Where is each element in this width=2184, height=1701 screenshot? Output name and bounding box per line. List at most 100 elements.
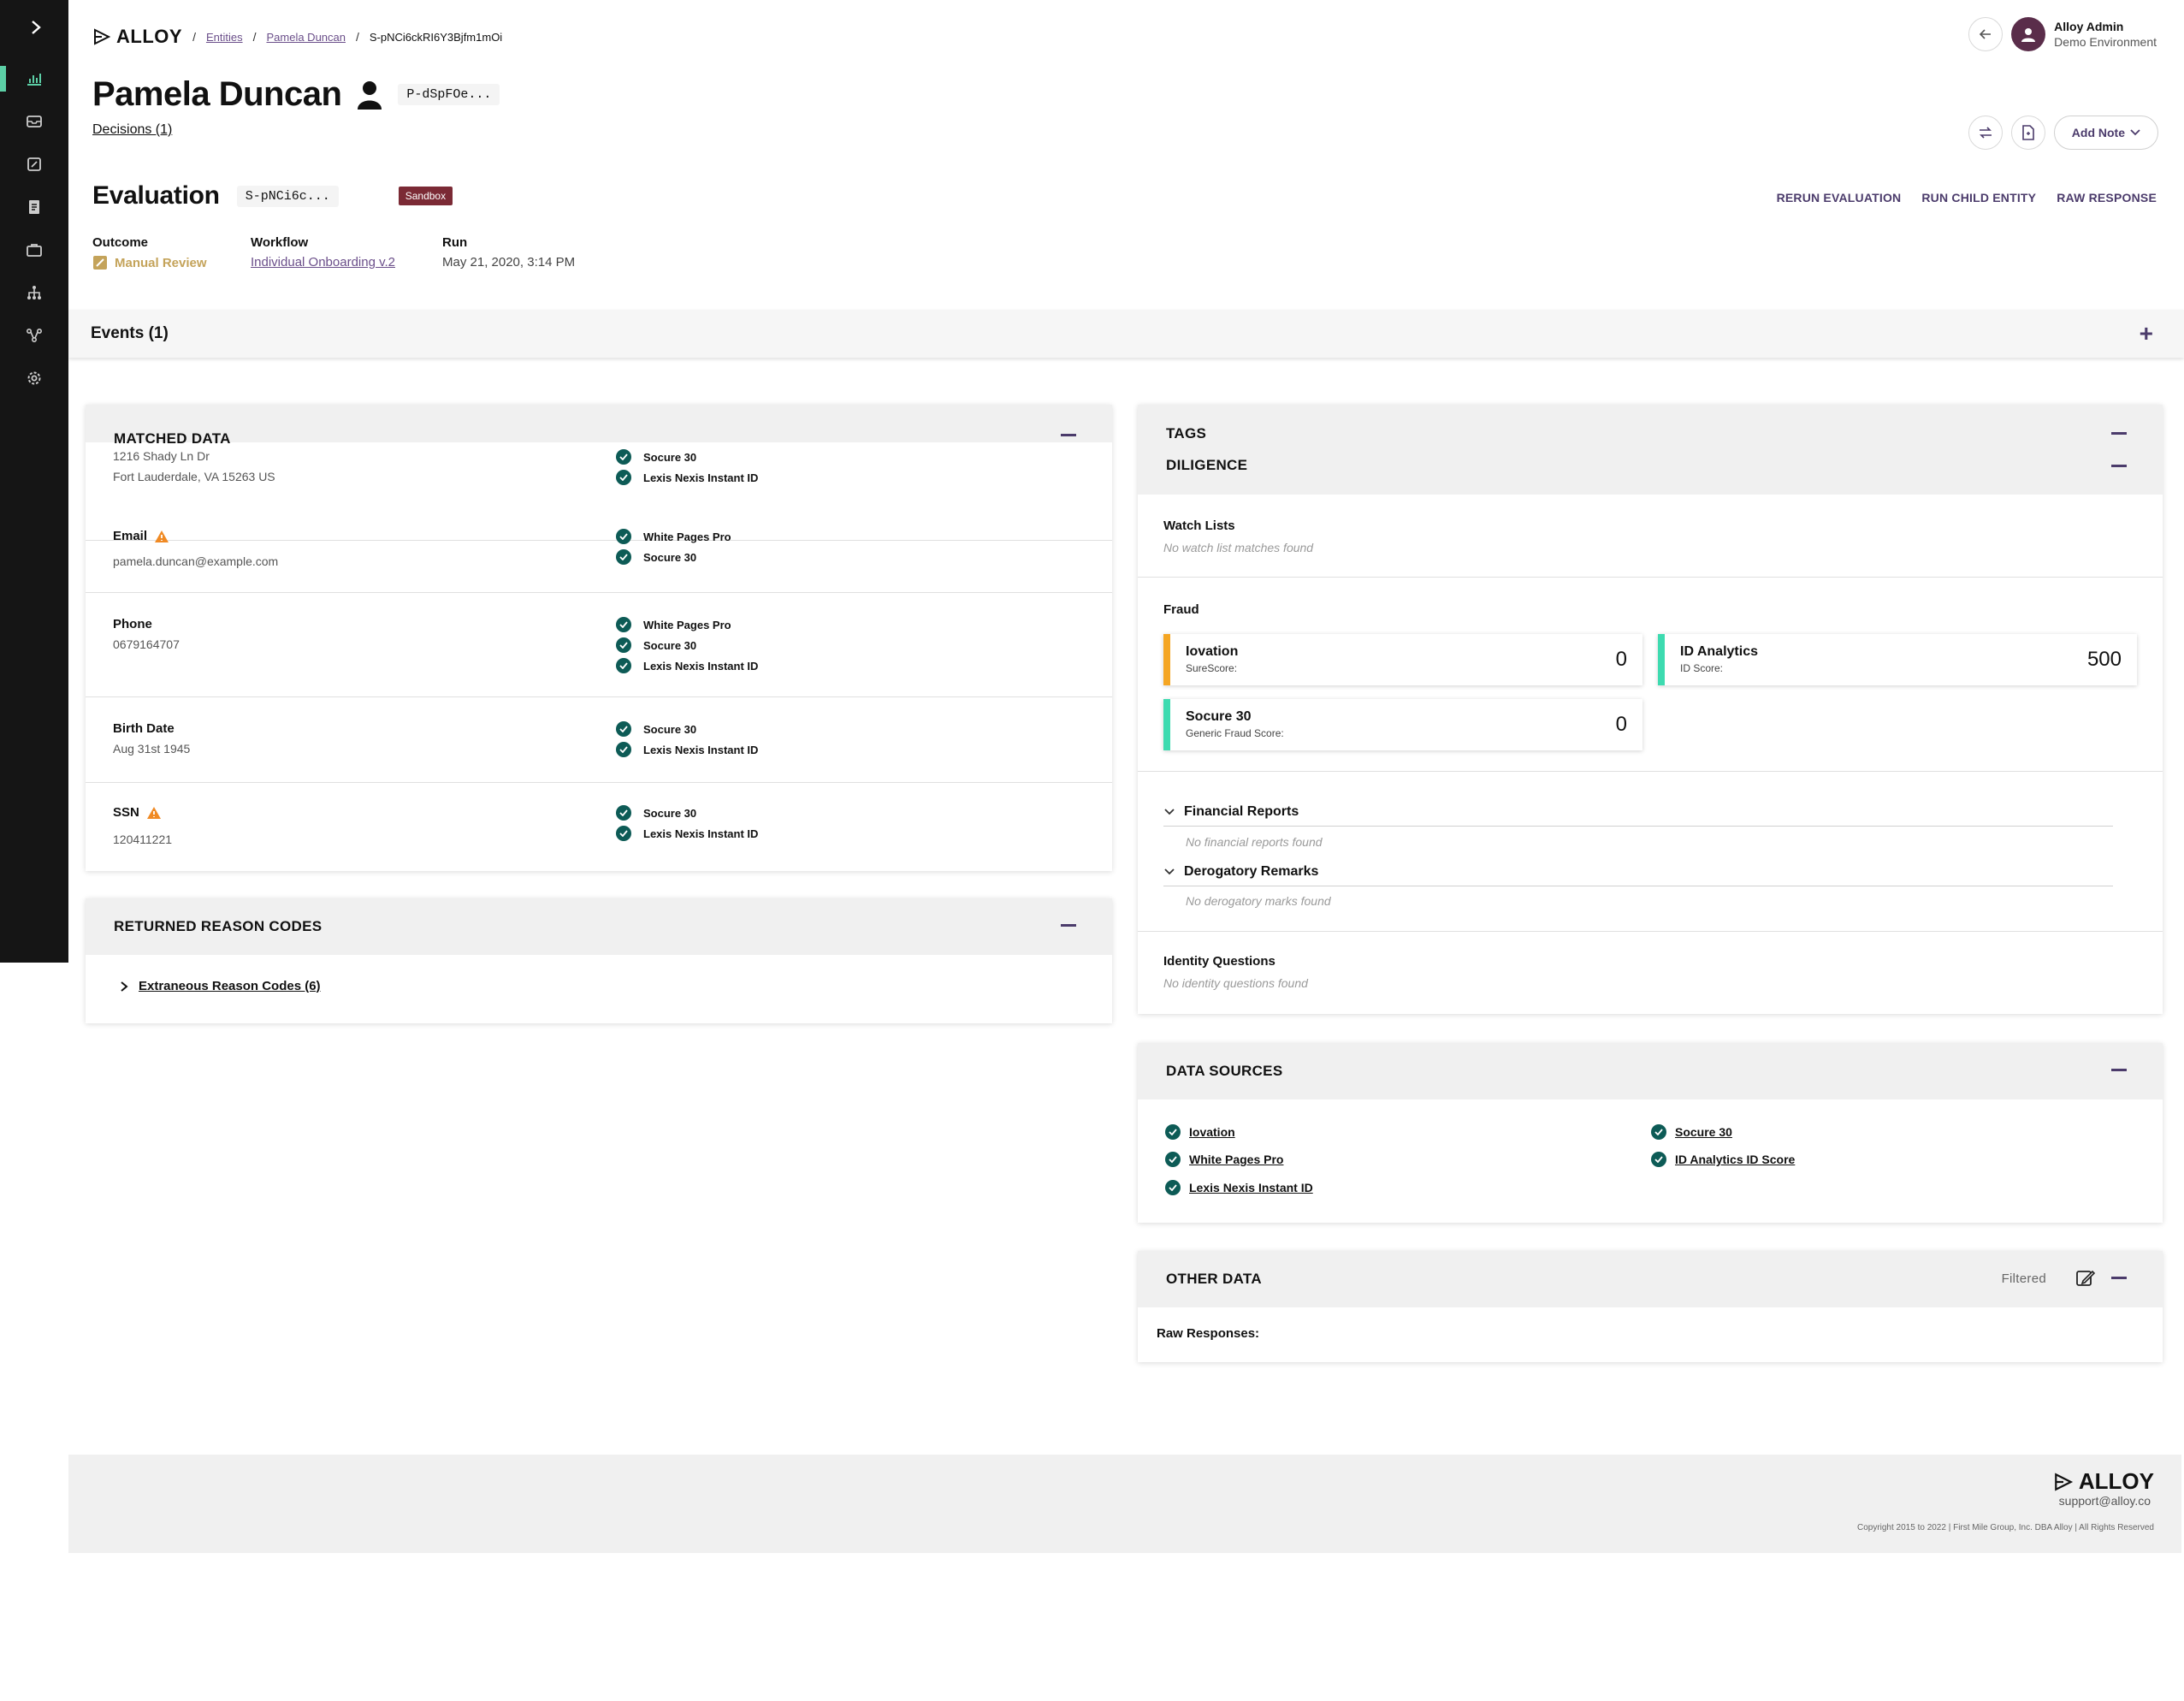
score-name: Iovation	[1186, 644, 1239, 659]
run-child-entity-button[interactable]: RUN CHILD ENTITY	[1921, 191, 2037, 204]
phone-row: Phone 0679164707 White Pages Pro Socure …	[86, 593, 1112, 697]
add-note-button[interactable]: Add Note	[2053, 116, 2158, 150]
row-label-text: Birth Date	[113, 721, 175, 736]
events-bar[interactable]: Events (1) +	[68, 310, 2184, 358]
compare-button[interactable]	[1968, 116, 2003, 150]
email-row: Email pamela.duncan@example.com White Pa…	[86, 503, 1112, 593]
other-data-header: OTHER DATA Filtered	[1138, 1251, 2163, 1307]
email-value: pamela.duncan@example.com	[113, 554, 279, 568]
evaluation-id-chip[interactable]: S-pNCi6c...	[236, 185, 339, 207]
data-source-link[interactable]: Iovation	[1165, 1124, 1235, 1140]
birth-date-label: Birth Date	[113, 721, 175, 736]
data-source-link[interactable]: Lexis Nexis Instant ID	[1165, 1180, 1313, 1195]
iovation-score-card: Iovation SureScore: 0	[1163, 634, 1642, 685]
extraneous-reason-codes-label: Extraneous Reason Codes (6)	[139, 979, 321, 993]
score-name: Socure 30	[1186, 709, 1252, 724]
add-note-label: Add Note	[2071, 126, 2125, 139]
breadcrumb-separator: /	[192, 30, 196, 44]
divider	[1138, 931, 2163, 932]
derogatory-remarks-empty: No derogatory marks found	[1186, 894, 1331, 908]
export-pdf-button[interactable]	[2010, 116, 2045, 150]
evaluation-actions: RERUN EVALUATION RUN CHILD ENTITY RAW RE…	[1777, 191, 2157, 204]
entity-id-chip[interactable]: P-dSpFOe...	[398, 84, 500, 105]
source-item: Lexis Nexis Instant ID	[616, 470, 758, 485]
data-sources-card: DATA SOURCES Iovation White Pages Pro Le…	[1138, 1043, 2163, 1223]
expand-sidebar-icon[interactable]	[24, 15, 48, 39]
workflow-label: Workflow	[251, 235, 309, 250]
check-icon	[1651, 1152, 1666, 1167]
edit-filter-icon[interactable]	[2075, 1268, 2096, 1289]
source-item: Socure 30	[616, 549, 696, 565]
support-email[interactable]: support@alloy.co	[2058, 1494, 2151, 1508]
alloy-logo[interactable]: ALLOY	[92, 26, 182, 48]
sandbox-badge: Sandbox	[398, 187, 453, 205]
breadcrumb-entities-link[interactable]: Entities	[205, 30, 243, 44]
document-icon[interactable]	[0, 190, 68, 224]
source-item: Socure 30	[616, 449, 696, 465]
derogatory-remarks-toggle[interactable]: Derogatory Remarks	[1163, 864, 1318, 880]
collapse-minus-icon[interactable]	[1061, 924, 1076, 927]
settings-gear-icon[interactable]	[0, 361, 68, 395]
pdf-icon	[2021, 125, 2034, 140]
expand-plus-icon[interactable]: +	[2139, 320, 2153, 347]
person-icon	[358, 80, 382, 110]
financial-reports-toggle[interactable]: Financial Reports	[1163, 804, 1299, 820]
score-sub: ID Score:	[1680, 662, 1724, 674]
check-icon	[616, 721, 631, 737]
outcome-text: Manual Review	[115, 255, 207, 270]
collapse-tags-minus-icon[interactable]	[2111, 432, 2127, 435]
rerun-evaluation-button[interactable]: RERUN EVALUATION	[1776, 191, 1902, 204]
workflow-icon[interactable]	[0, 318, 68, 353]
source-name: Lexis Nexis Instant ID	[643, 659, 759, 673]
socure-score-card: Socure 30 Generic Fraud Score: 0	[1163, 699, 1642, 750]
id-analytics-score-card: ID Analytics ID Score: 500	[1658, 634, 2137, 685]
data-source-link[interactable]: White Pages Pro	[1165, 1152, 1283, 1167]
decisions-link[interactable]: Decisions (1)	[92, 122, 173, 137]
identity-questions-label: Identity Questions	[1163, 954, 1275, 969]
active-indicator	[0, 66, 6, 92]
data-source-link[interactable]: ID Analytics ID Score	[1651, 1152, 1795, 1167]
source-item: Lexis Nexis Instant ID	[616, 742, 758, 757]
source-item: Lexis Nexis Instant ID	[616, 658, 758, 673]
user-info[interactable]: Alloy Admin Demo Environment	[2054, 20, 2157, 49]
avatar[interactable]	[2011, 17, 2046, 51]
collapse-minus-icon[interactable]	[1061, 434, 1076, 436]
other-data-title: OTHER DATA	[1166, 1271, 1262, 1287]
reason-codes-title: RETURNED REASON CODES	[114, 918, 323, 934]
inbox-icon[interactable]	[0, 104, 68, 139]
briefcase-icon[interactable]	[0, 233, 68, 267]
tags-card: TAGS DILIGENCE Watch Lists No watch list…	[1138, 405, 2163, 1014]
other-data-card: OTHER DATA Filtered Raw Responses:	[1138, 1251, 2163, 1362]
score-value: 0	[1615, 648, 1627, 671]
reason-codes-card: RETURNED REASON CODES Extraneous Reason …	[86, 898, 1112, 1023]
check-icon	[1165, 1152, 1181, 1167]
score-color-bar	[1163, 634, 1170, 685]
birth-date-row: Birth Date Aug 31st 1945 Socure 30 Lexis…	[86, 697, 1112, 783]
matched-data-title-sticky: MATCHED DATA	[114, 430, 231, 447]
source-item: White Pages Pro	[616, 617, 731, 632]
score-name: ID Analytics	[1680, 644, 1758, 659]
hierarchy-icon[interactable]	[0, 276, 68, 310]
check-icon	[616, 742, 631, 757]
collapse-minus-icon[interactable]	[2111, 1069, 2127, 1071]
watch-lists-empty: No watch list matches found	[1163, 541, 1314, 554]
check-icon	[1165, 1180, 1181, 1195]
data-source-link[interactable]: Socure 30	[1651, 1124, 1732, 1140]
raw-response-button[interactable]: RAW RESPONSE	[2057, 191, 2157, 204]
collapse-minus-icon[interactable]	[2111, 1277, 2127, 1279]
address-line1: 1216 Shady Ln Dr	[113, 449, 210, 463]
data-source-name: Lexis Nexis Instant ID	[1189, 1181, 1313, 1194]
footer-brand: ALLOY	[2078, 1468, 2154, 1494]
extraneous-reason-codes-toggle[interactable]: Extraneous Reason Codes (6)	[120, 979, 321, 993]
back-button[interactable]	[1968, 17, 2003, 51]
analytics-icon[interactable]	[0, 62, 68, 96]
workflow-link[interactable]: Individual Onboarding v.2	[251, 255, 395, 270]
collapse-diligence-minus-icon[interactable]	[2111, 465, 2127, 467]
run-value: May 21, 2020, 3:14 PM	[442, 255, 576, 270]
breadcrumb-entity-link[interactable]: Pamela Duncan	[266, 30, 346, 44]
divider	[1138, 771, 2163, 772]
edit-icon[interactable]	[0, 147, 68, 181]
user-environment: Demo Environment	[2054, 35, 2157, 49]
data-source-name: White Pages Pro	[1189, 1153, 1284, 1166]
address-line2: Fort Lauderdale, VA 15263 US	[113, 470, 275, 483]
